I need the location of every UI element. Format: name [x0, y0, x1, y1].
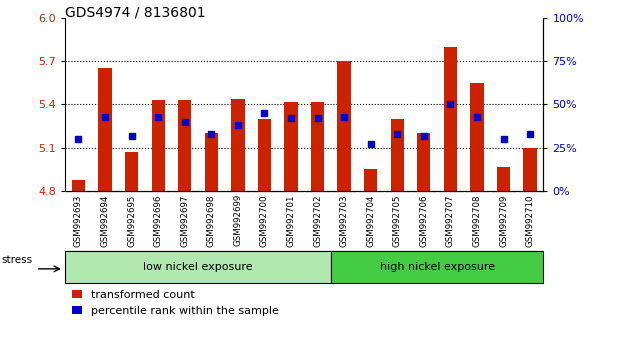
Point — [525, 131, 535, 137]
Text: GSM992710: GSM992710 — [525, 194, 535, 247]
Point — [127, 133, 137, 138]
Bar — [337, 61, 351, 191]
Point — [153, 114, 163, 119]
Text: GDS4974 / 8136801: GDS4974 / 8136801 — [65, 5, 206, 19]
Point — [286, 115, 296, 121]
Text: stress: stress — [1, 255, 32, 265]
Text: GSM992694: GSM992694 — [101, 194, 109, 246]
Text: GSM992707: GSM992707 — [446, 194, 455, 247]
Bar — [178, 100, 191, 191]
Point — [73, 136, 83, 142]
Bar — [65, 251, 331, 283]
Point — [339, 114, 349, 119]
Bar — [311, 102, 324, 191]
Text: GSM992693: GSM992693 — [74, 194, 83, 246]
Point — [419, 133, 428, 138]
Bar — [524, 148, 537, 191]
Point — [472, 114, 482, 119]
Text: high nickel exposure: high nickel exposure — [379, 262, 495, 272]
Text: GSM992706: GSM992706 — [419, 194, 428, 247]
Text: GSM992702: GSM992702 — [313, 194, 322, 247]
Text: GSM992708: GSM992708 — [473, 194, 481, 247]
Point — [499, 136, 509, 142]
Bar — [258, 119, 271, 191]
Bar — [497, 167, 510, 191]
Text: GSM992704: GSM992704 — [366, 194, 375, 247]
Point — [312, 115, 322, 121]
Bar — [444, 47, 457, 191]
Bar — [417, 133, 430, 191]
Point — [392, 131, 402, 137]
Legend: transformed count, percentile rank within the sample: transformed count, percentile rank withi… — [68, 285, 283, 320]
Text: GSM992695: GSM992695 — [127, 194, 136, 246]
Bar — [72, 179, 85, 191]
Bar — [364, 170, 378, 191]
Bar — [125, 152, 138, 191]
Text: GSM992696: GSM992696 — [153, 194, 163, 246]
Point — [260, 110, 270, 116]
Point — [233, 122, 243, 128]
Bar — [98, 68, 112, 191]
Bar — [331, 251, 543, 283]
Text: GSM992700: GSM992700 — [260, 194, 269, 247]
Point — [100, 114, 110, 119]
Point — [206, 131, 216, 137]
Point — [366, 142, 376, 147]
Text: GSM992698: GSM992698 — [207, 194, 216, 246]
Text: GSM992701: GSM992701 — [286, 194, 296, 247]
Text: GSM992703: GSM992703 — [340, 194, 348, 247]
Text: low nickel exposure: low nickel exposure — [143, 262, 253, 272]
Bar — [391, 119, 404, 191]
Text: GSM992709: GSM992709 — [499, 194, 508, 246]
Bar — [231, 99, 245, 191]
Point — [445, 102, 455, 107]
Bar — [152, 100, 165, 191]
Bar — [205, 133, 218, 191]
Text: GSM992705: GSM992705 — [392, 194, 402, 247]
Bar — [470, 83, 484, 191]
Bar — [284, 102, 297, 191]
Text: GSM992699: GSM992699 — [233, 194, 242, 246]
Text: GSM992697: GSM992697 — [180, 194, 189, 246]
Point — [180, 119, 190, 125]
